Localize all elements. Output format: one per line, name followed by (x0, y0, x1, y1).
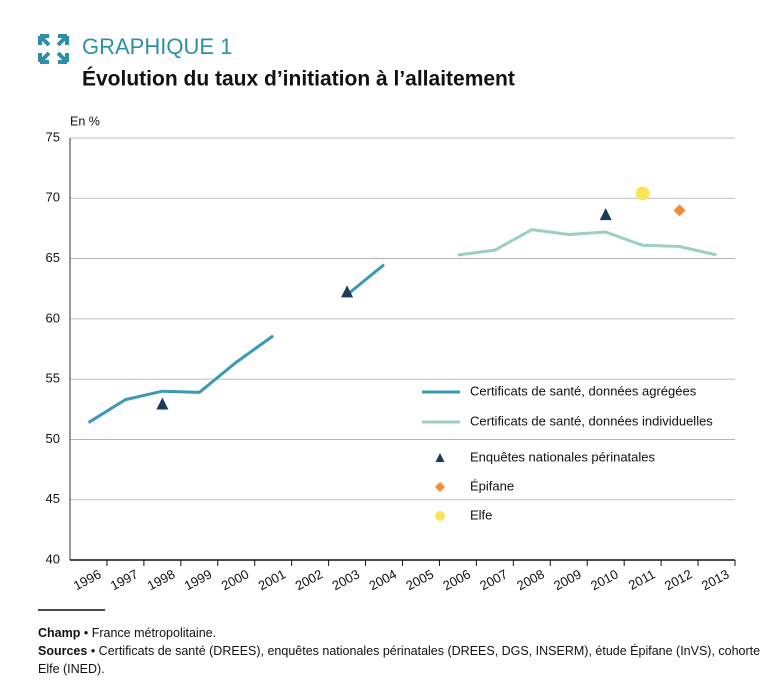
x-tick-label: 1999 (182, 566, 215, 593)
y-tick-label: 60 (46, 310, 60, 325)
x-tick-label: 2003 (330, 566, 363, 593)
y-tick-label: 40 (46, 551, 60, 566)
x-tick-label: 2012 (662, 566, 695, 593)
series-marker (673, 204, 686, 217)
legend-label: Enquêtes nationales périnatales (470, 449, 656, 464)
legend-label: Épifane (470, 478, 514, 493)
graphic-label: GRAPHIQUE 1 (82, 34, 232, 59)
series-marker (599, 208, 612, 221)
legend-label: Certificats de santé, données agrégées (470, 383, 697, 398)
series-marker (341, 285, 354, 298)
x-tick-label: 1998 (145, 566, 178, 593)
x-tick-label: 2002 (293, 566, 326, 593)
note-text: • Certificats de santé (DREES), enquêtes… (38, 644, 761, 676)
y-tick-label: 50 (46, 431, 60, 446)
x-tick-label: 2009 (551, 566, 584, 593)
x-tick-label: 2011 (626, 566, 658, 592)
x-tick-label: 2007 (477, 566, 510, 593)
x-tick-label: 2004 (366, 566, 399, 593)
x-tick-label: 2001 (256, 566, 289, 593)
note-label: Champ (38, 626, 81, 640)
legend-swatch (435, 482, 445, 492)
x-tick-label: 2000 (219, 566, 252, 593)
legend-swatch (435, 511, 445, 521)
x-tick-label: 2010 (588, 566, 621, 593)
x-tick-label: 2005 (403, 566, 436, 593)
x-tick-label: 2008 (514, 566, 547, 593)
champ-note: Champ • France métropolitaine. (38, 624, 768, 642)
footer: Champ • France métropolitaine. Sources •… (38, 624, 768, 678)
y-tick-label: 55 (46, 371, 60, 386)
series-line (87, 263, 385, 424)
y-axis-label: En % (70, 114, 100, 128)
y-tick-label: 70 (46, 190, 60, 205)
note-text: • France métropolitaine. (83, 626, 217, 640)
series-line (457, 228, 717, 257)
chart-title: Évolution du taux d’initiation à l’allai… (82, 68, 515, 91)
y-tick-label: 75 (46, 129, 60, 144)
x-tick-label: 2013 (699, 566, 732, 593)
note-label: Sources (38, 644, 88, 658)
legend-label: Elfe (470, 507, 492, 522)
legend-swatch (435, 453, 445, 462)
x-tick-label: 2006 (440, 566, 473, 593)
legend-label: Certificats de santé, données individuel… (470, 413, 713, 428)
series-marker (156, 397, 169, 410)
series-marker (635, 186, 650, 201)
x-tick-label: 1996 (71, 566, 104, 593)
expand-icon (38, 34, 69, 64)
y-tick-label: 45 (46, 491, 60, 506)
y-tick-label: 65 (46, 250, 60, 265)
sources-note: Sources • Certificats de santé (DREES), … (38, 642, 768, 678)
x-tick-label: 1997 (108, 566, 141, 593)
